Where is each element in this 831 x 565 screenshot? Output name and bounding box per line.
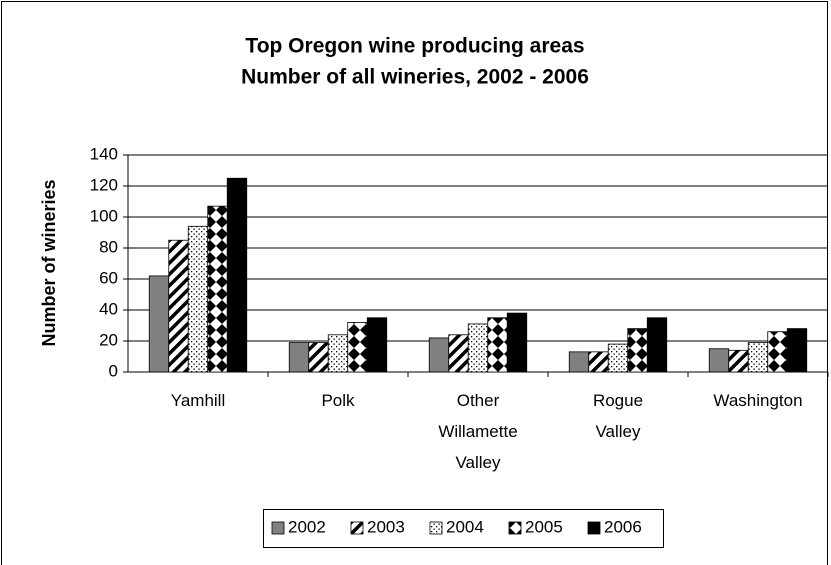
bar	[366, 317, 388, 373]
bar	[646, 317, 668, 373]
x-tick-label: Washington	[713, 391, 802, 410]
bar	[187, 225, 209, 373]
bar	[786, 328, 808, 373]
bar	[308, 342, 329, 373]
bar	[207, 205, 228, 373]
bar	[767, 331, 788, 373]
legend-label: 2003	[367, 517, 405, 536]
bar	[607, 343, 629, 373]
bar	[288, 342, 310, 373]
x-tick-label: Rogue Valley	[593, 391, 643, 441]
bar	[728, 349, 749, 373]
y-tick-label: 40	[99, 299, 118, 318]
legend-label: 2006	[604, 517, 642, 536]
y-tick-label: 120	[90, 175, 118, 194]
bar	[327, 334, 349, 373]
y-axis-title: Number of wineries	[39, 179, 59, 346]
bar	[506, 312, 528, 373]
y-tick-label: 80	[99, 237, 118, 256]
y-tick-label: 20	[99, 330, 118, 349]
legend-label: 2004	[446, 517, 484, 536]
chart-title: Top Oregon wine producing areas	[245, 35, 584, 58]
bar	[347, 321, 368, 373]
x-tick-label: Yamhill	[171, 391, 225, 410]
bar	[448, 334, 469, 373]
legend-label: 2002	[288, 517, 326, 536]
legend-swatch	[508, 521, 522, 535]
bar	[627, 328, 648, 373]
x-tick-label: Other Willamette Valley	[438, 391, 517, 472]
bar	[568, 351, 590, 373]
y-tick-label: 100	[90, 206, 118, 225]
legend-label: 2005	[525, 517, 563, 536]
bar	[226, 177, 248, 373]
y-tick-label: 0	[109, 361, 118, 380]
legend-swatch	[271, 521, 285, 535]
bar	[487, 317, 508, 373]
bar	[148, 275, 170, 373]
x-tick-label: Polk	[321, 391, 355, 410]
bar	[708, 348, 730, 373]
bar	[467, 323, 489, 373]
chart-subtitle: Number of all wineries, 2002 - 2006	[241, 66, 589, 89]
legend-swatch	[429, 521, 443, 535]
legend-swatch	[587, 521, 601, 535]
bar	[428, 337, 450, 373]
y-tick-label: 140	[90, 144, 118, 163]
bar	[747, 342, 769, 373]
y-tick-label: 60	[99, 268, 118, 287]
bar	[588, 351, 609, 373]
legend-swatch	[350, 521, 364, 535]
bar	[168, 239, 189, 373]
